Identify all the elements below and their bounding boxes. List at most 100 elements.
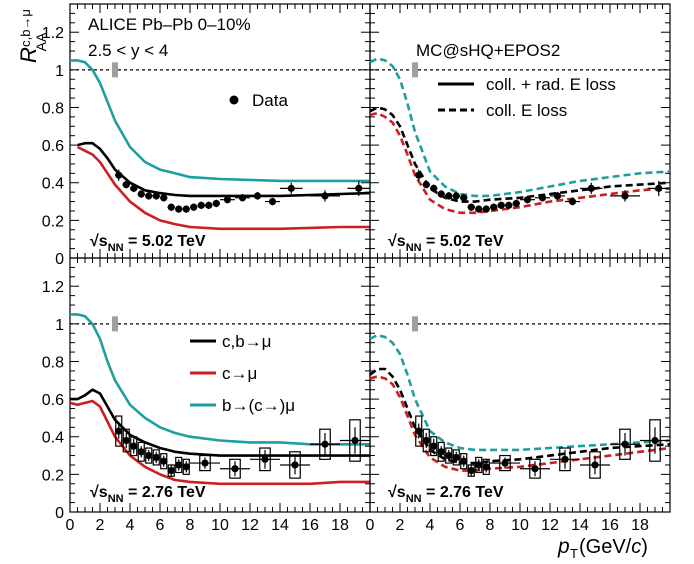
data-point (422, 181, 430, 189)
data-point (182, 463, 190, 471)
legend-data-label: Data (252, 91, 288, 110)
data-point (145, 192, 153, 200)
x-tick-label: 14 (271, 517, 289, 534)
x-tick-label: 2 (396, 517, 405, 534)
data-point (523, 196, 532, 204)
y-tick-label: 1 (55, 63, 64, 80)
data-point (355, 184, 363, 192)
data-point (430, 184, 438, 192)
x-tick-label: 12 (241, 517, 259, 534)
data-points (415, 415, 670, 479)
data-point (253, 192, 262, 200)
x-axis-unit-c: c (631, 536, 641, 558)
data-point (655, 184, 663, 192)
data-point (137, 190, 145, 198)
data-point (321, 192, 329, 200)
data-point (482, 463, 490, 471)
data-points (415, 169, 670, 213)
model-curve-bc (70, 59, 370, 183)
y-tick-label: 0.6 (42, 392, 64, 409)
y-tick-label: 0.8 (42, 100, 64, 117)
data-point (430, 442, 438, 450)
x-tick-label: 18 (331, 517, 349, 534)
x-tick-label: 12 (541, 517, 559, 534)
model-curve-bc (70, 313, 370, 446)
energy-sub: NN (108, 493, 124, 505)
data-point (201, 459, 209, 467)
data-point (160, 457, 168, 465)
data-point (568, 197, 577, 206)
model-curve-cb (70, 388, 370, 457)
data-point (231, 465, 239, 473)
data-point (475, 461, 483, 469)
energy-value: = 2.76 TeV (124, 484, 206, 501)
data-point (152, 453, 160, 462)
data-point (531, 465, 539, 473)
energy-label-bottom-right: √sNN = 2.76 TeV (388, 484, 504, 505)
data-point (122, 181, 130, 189)
data-point (651, 436, 659, 445)
data-point (460, 457, 468, 465)
x-tick-label: 10 (511, 517, 529, 534)
energy-prefix: √s (90, 233, 108, 250)
collision-label: ALICE Pb–Pb 0–10% (88, 15, 251, 34)
data-point (351, 436, 359, 445)
x-axis-title: p T (GeV/c) (557, 535, 648, 561)
svg-text:√sNN = 5.02 TeV: √sNN = 5.02 TeV (388, 233, 504, 254)
x-tick-label: 10 (211, 517, 229, 534)
data-point (175, 205, 183, 213)
data-point (437, 190, 445, 198)
y-axis-title-main: R (16, 47, 41, 63)
model-curve-cb (77, 141, 371, 198)
data-point (445, 192, 453, 200)
legend-data-marker (229, 95, 239, 105)
x-tick-label: 4 (126, 517, 135, 534)
legend-cb-label: c,b→μ (222, 332, 271, 351)
data-point (115, 427, 123, 435)
data-point (130, 184, 138, 192)
y-tick-label: 1.2 (42, 279, 64, 296)
svg-text:√sNN = 2.76 TeV: √sNN = 2.76 TeV (388, 484, 504, 505)
data-point (223, 196, 232, 204)
normalization-box (112, 62, 118, 78)
model-curve-c (69, 399, 370, 486)
y-tick-label: 0.2 (42, 467, 64, 484)
x-tick-label: 16 (301, 517, 319, 534)
model-curve-c (76, 145, 370, 231)
data-point (445, 451, 453, 460)
rapidity-label: 2.5 < y < 4 (88, 41, 168, 60)
energy-sub: NN (406, 493, 422, 505)
data-point (212, 199, 220, 208)
data-point (137, 448, 145, 456)
collision-annotation: ALICE Pb–Pb 0–10% 2.5 < y < 4 (88, 15, 251, 60)
y-axis-title-sub: AA (33, 32, 49, 51)
data-point (512, 199, 520, 208)
data-point (452, 453, 460, 462)
normalization-box (412, 316, 418, 332)
data-point (482, 205, 490, 213)
energy-value: = 2.76 TeV (422, 484, 504, 501)
x-tick-label: 0 (66, 517, 75, 534)
energy-prefix: √s (388, 484, 406, 501)
data-point (467, 467, 475, 475)
data-point (167, 467, 175, 475)
panel-frame (69, 257, 371, 513)
y-tick-label: 0.8 (42, 354, 64, 371)
data-points (115, 169, 370, 213)
data-point (415, 427, 423, 435)
data-point (197, 201, 205, 209)
model-curve-bc (369, 57, 671, 198)
data-point (561, 455, 569, 463)
data-point (553, 192, 562, 200)
legend-model: MC@sHQ+EPOS2 coll. + rad. E loss coll. E… (416, 41, 616, 120)
model-label: MC@sHQ+EPOS2 (416, 41, 560, 60)
x-tick-label: 6 (456, 517, 465, 534)
data-point (422, 436, 430, 445)
data-point (190, 203, 198, 211)
energy-label-bottom-left: √sNN = 2.76 TeV (90, 484, 206, 505)
energy-sub: NN (108, 242, 124, 254)
x-tick-label: 14 (571, 517, 589, 534)
data-point (268, 197, 277, 206)
energy-label-top-left: √sNN = 5.02 TeV (90, 233, 206, 254)
data-point (122, 436, 130, 445)
